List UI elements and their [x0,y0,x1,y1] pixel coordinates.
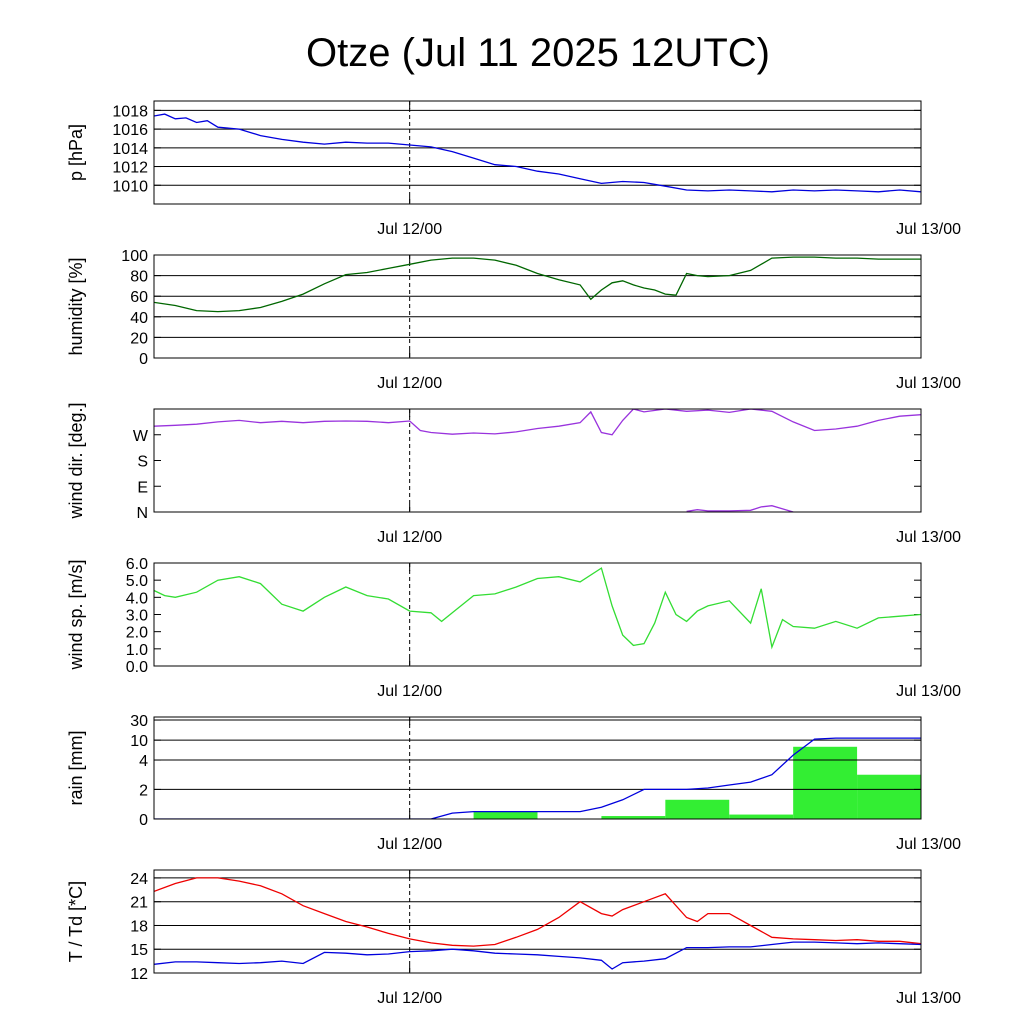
y-tick-label: 0.0 [126,659,148,676]
panel-frame [153,254,922,359]
panel-temperature: 12 15 18 21 24 Jul 12/00 Jul 13/00 T / Td [*C] [66,869,961,1007]
y-tick-label: 4.0 [126,590,148,607]
y-tick-label: 40 [130,310,148,327]
y-tick-label: 5.0 [126,573,148,590]
y-tick-label: 30 [130,713,148,730]
x-tick-label: Jul 13/00 [896,836,961,853]
panel-wind_speed: 0.01.02.03.04.05.06.0 Jul 12/00 Jul 13/00 w… [66,556,961,700]
y-tick-label: 0 [139,812,148,829]
x-tick-label: Jul 13/00 [896,529,961,546]
panel-frame [153,869,922,974]
y-tick-label: 0 [139,351,148,368]
rain-bar [729,814,794,819]
series-line [154,567,921,650]
y-tick-label: 18 [130,918,148,935]
panel-humidity: 0 20 40 60 80 100 Jul 12/00 Jul 13/00 humidity [… [66,248,961,392]
series-line-t [154,877,921,947]
y-tick-label: 12 [130,966,148,983]
panel-frame [153,408,922,513]
y-tick-label: E [137,479,148,496]
y-tick-label: 1018 [112,103,148,120]
x-tick-label: Jul 12/00 [377,221,442,238]
x-tick-label: Jul 13/00 [896,683,961,700]
y-axis-label: wind dir. [deg.] [66,402,86,519]
series-line [686,505,794,512]
y-tick-label: 21 [130,895,148,912]
rain-bar [793,746,858,819]
y-tick-label: 2 [139,782,148,799]
series-line [154,256,921,313]
series-line [154,113,921,193]
y-tick-label: 15 [130,942,148,959]
y-axis-label: p [hPa] [66,124,86,181]
y-axis-label: wind sp. [m/s] [66,559,86,670]
y-tick-label: 2.0 [126,625,148,642]
rain-bar [857,774,921,819]
y-tick-label: 60 [130,289,148,306]
series-line-td [154,941,921,970]
y-tick-label: 6.0 [126,556,148,573]
y-tick-label: 1014 [112,141,148,158]
y-tick-label: 1012 [112,160,148,177]
panel-rain: 0 2 4 10 30 Jul 12/00 Jul 13/00 rain [mm] [66,713,961,853]
series-line [154,409,921,436]
y-tick-label: N [136,505,148,522]
rain-bar [601,816,666,819]
rain-bar [665,799,730,819]
y-axis-label: humidity [%] [66,257,86,355]
chart-title: Otze (Jul 11 2025 12UTC) [306,31,770,75]
panel-frame [153,716,922,820]
x-tick-label: Jul 13/00 [896,990,961,1007]
y-tick-label: 20 [130,330,148,347]
y-tick-label: 80 [130,269,148,286]
y-tick-label: 10 [130,733,148,750]
x-tick-label: Jul 12/00 [377,990,442,1007]
y-tick-label: S [137,454,148,471]
x-tick-label: Jul 13/00 [896,221,961,238]
rain-bar [473,811,538,819]
y-tick-label: 1.0 [126,642,148,659]
panel-frame [153,100,922,205]
series-line [154,737,921,819]
y-tick-label: W [133,428,149,445]
y-tick-label: 24 [130,871,148,888]
panel-frame [153,562,922,667]
x-tick-label: Jul 13/00 [896,375,961,392]
x-tick-label: Jul 12/00 [377,529,442,546]
y-tick-label: 4 [139,753,148,770]
y-tick-label: 1010 [112,178,148,195]
x-tick-label: Jul 12/00 [377,683,442,700]
y-axis-label: rain [mm] [66,730,86,805]
x-tick-label: Jul 12/00 [377,836,442,853]
y-tick-label: 100 [121,248,148,265]
y-tick-label: 3.0 [126,608,148,625]
x-tick-label: Jul 12/00 [377,375,442,392]
y-axis-label: T / Td [*C] [66,881,86,962]
y-tick-label: 1016 [112,122,148,139]
